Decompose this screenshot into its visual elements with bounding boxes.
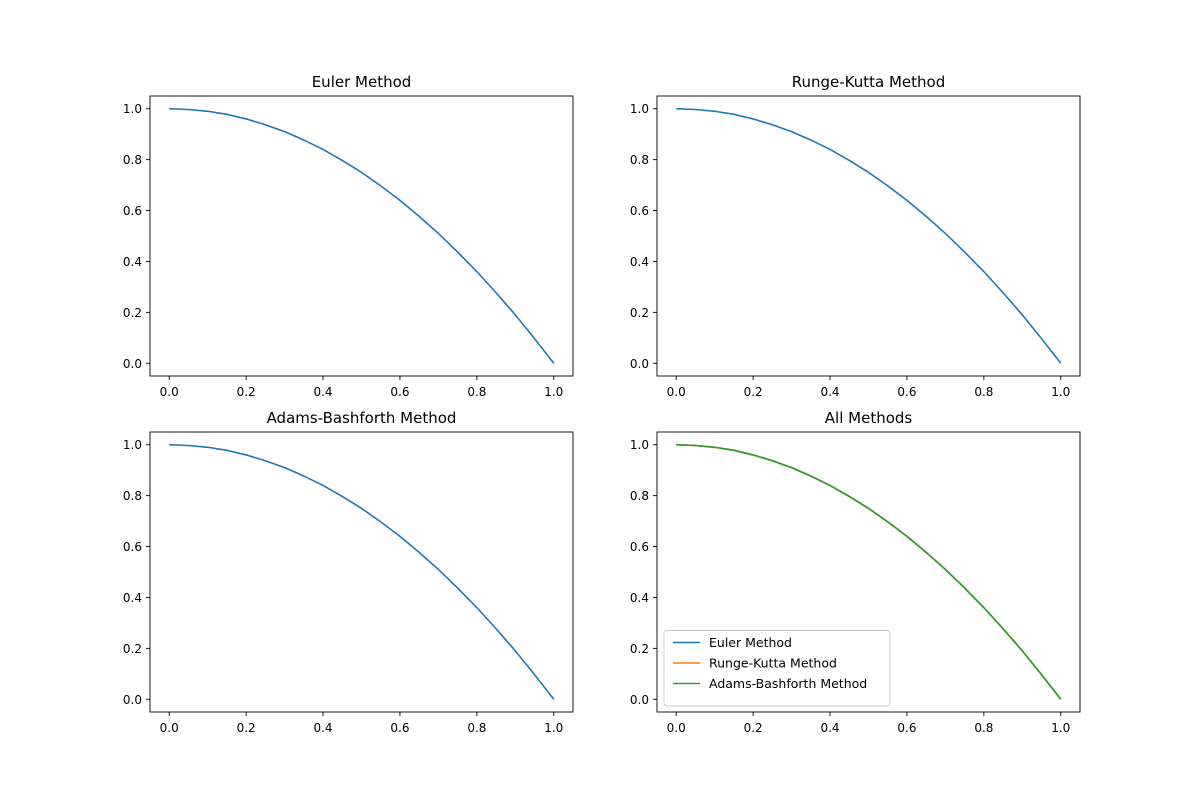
- chart-2-ytick-label: 0.4: [630, 255, 649, 269]
- chart-1-ytick-label: 0.4: [123, 255, 142, 269]
- chart-3-axes-frame: [149, 431, 574, 713]
- chart-4-axes-frame: [656, 431, 1081, 713]
- chart-1-xtick-label: 0.2: [237, 385, 256, 399]
- chart-2-xtick-label: 0.0: [667, 385, 686, 399]
- chart-2-title: Runge-Kutta Method: [792, 73, 946, 91]
- chart-1-ytick-label: 0.6: [123, 204, 142, 218]
- chart-2-axes-frame: [656, 95, 1081, 377]
- chart-1-xtick-label: 0.6: [390, 385, 409, 399]
- chart-1-xtick-label: 0.8: [467, 385, 486, 399]
- chart-3-xtick-label: 0.6: [390, 721, 409, 735]
- chart-2: Runge-Kutta Method 0.0 0.2 0.4 0.6 0.8 1.0 0.0 0…: [630, 73, 1081, 399]
- chart-1: Euler Method 0.0 0.2 0.4 0.6 0.8 1.0 0.0 0.2 0.4 0…: [123, 73, 574, 399]
- chart-3-xtick-label: 0.4: [313, 721, 332, 735]
- chart-1-axes-frame: [149, 95, 574, 377]
- chart-3-ytick-label: 0.0: [123, 693, 142, 707]
- chart-3-ytick-label: 0.6: [123, 540, 142, 554]
- chart-2-ytick-label: 0.0: [630, 357, 649, 371]
- chart-3-series-line-1: [169, 443, 555, 700]
- chart-2-xtick-label: 0.2: [744, 385, 763, 399]
- chart-4-xtick-label: 0.4: [820, 721, 839, 735]
- chart-2-ytick-label: 0.2: [630, 306, 649, 320]
- chart-3-xtick-label: 0.0: [160, 721, 179, 735]
- chart-4-legend-label: Runge-Kutta Method: [709, 656, 837, 671]
- chart-3-ytick-label: 1.0: [123, 438, 142, 452]
- chart-4-ytick-label: 0.6: [630, 540, 649, 554]
- chart-3-ytick-label: 0.4: [123, 591, 142, 605]
- chart-4-xtick-label: 1.0: [1051, 721, 1070, 735]
- chart-4-series-line-3: [676, 443, 1062, 700]
- chart-2-xtick-label: 0.6: [897, 385, 916, 399]
- chart-1-ytick-label: 0.8: [123, 153, 142, 167]
- chart-4-ytick-label: 0.2: [630, 642, 649, 656]
- chart-1-title: Euler Method: [312, 73, 412, 91]
- chart-3: Adams-Bashforth Method 0.0 0.2 0.4 0.6 0.8 1.0…: [123, 409, 574, 735]
- chart-4-ytick-label: 0.0: [630, 693, 649, 707]
- chart-2-ytick-label: 1.0: [630, 102, 649, 116]
- chart-4-legend-label: Euler Method: [709, 635, 792, 650]
- chart-4-title: All Methods: [825, 409, 913, 427]
- chart-1-xtick-label: 0.4: [313, 385, 332, 399]
- chart-4-xtick-label: 0.6: [897, 721, 916, 735]
- chart-3-ytick-label: 0.8: [123, 489, 142, 503]
- chart-2-xtick-label: 1.0: [1051, 385, 1070, 399]
- chart-4-legend: Euler Method Runge-Kutta Method Adams-Bash…: [663, 630, 891, 707]
- chart-3-title: Adams-Bashforth Method: [267, 409, 457, 427]
- chart-2-ytick-label: 0.8: [630, 153, 649, 167]
- chart-1-ytick-label: 0.0: [123, 357, 142, 371]
- chart-4-legend-box: [663, 630, 891, 707]
- chart-3-xtick-label: 0.8: [467, 721, 486, 735]
- chart-2-ytick-label: 0.6: [630, 204, 649, 218]
- chart-2-xtick-label: 0.8: [974, 385, 993, 399]
- chart-4-xtick-label: 0.0: [667, 721, 686, 735]
- chart-3-xtick-label: 1.0: [544, 721, 563, 735]
- chart-1-xtick-label: 0.0: [160, 385, 179, 399]
- chart-4-xtick-label: 0.8: [974, 721, 993, 735]
- chart-4-ytick-label: 1.0: [630, 438, 649, 452]
- chart-4-ytick-label: 0.8: [630, 489, 649, 503]
- chart-1-series-line-1: [169, 107, 555, 364]
- chart-2-xtick-label: 0.4: [820, 385, 839, 399]
- chart-1-ytick-label: 0.2: [123, 306, 142, 320]
- chart-2-series-line-1: [676, 107, 1062, 364]
- chart-4-ytick-label: 0.4: [630, 591, 649, 605]
- chart-3-xtick-label: 0.2: [237, 721, 256, 735]
- chart-4-xtick-label: 0.2: [744, 721, 763, 735]
- chart-4: All Methods 0.0 0.2 0.4 0.6 0.8 1.0 0.0 0.2 0.4 0.…: [630, 409, 1081, 735]
- chart-3-ytick-label: 0.2: [123, 642, 142, 656]
- chart-1-xtick-label: 1.0: [544, 385, 563, 399]
- chart-1-ytick-label: 1.0: [123, 102, 142, 116]
- chart-4-legend-label: Adams-Bashforth Method: [709, 676, 867, 691]
